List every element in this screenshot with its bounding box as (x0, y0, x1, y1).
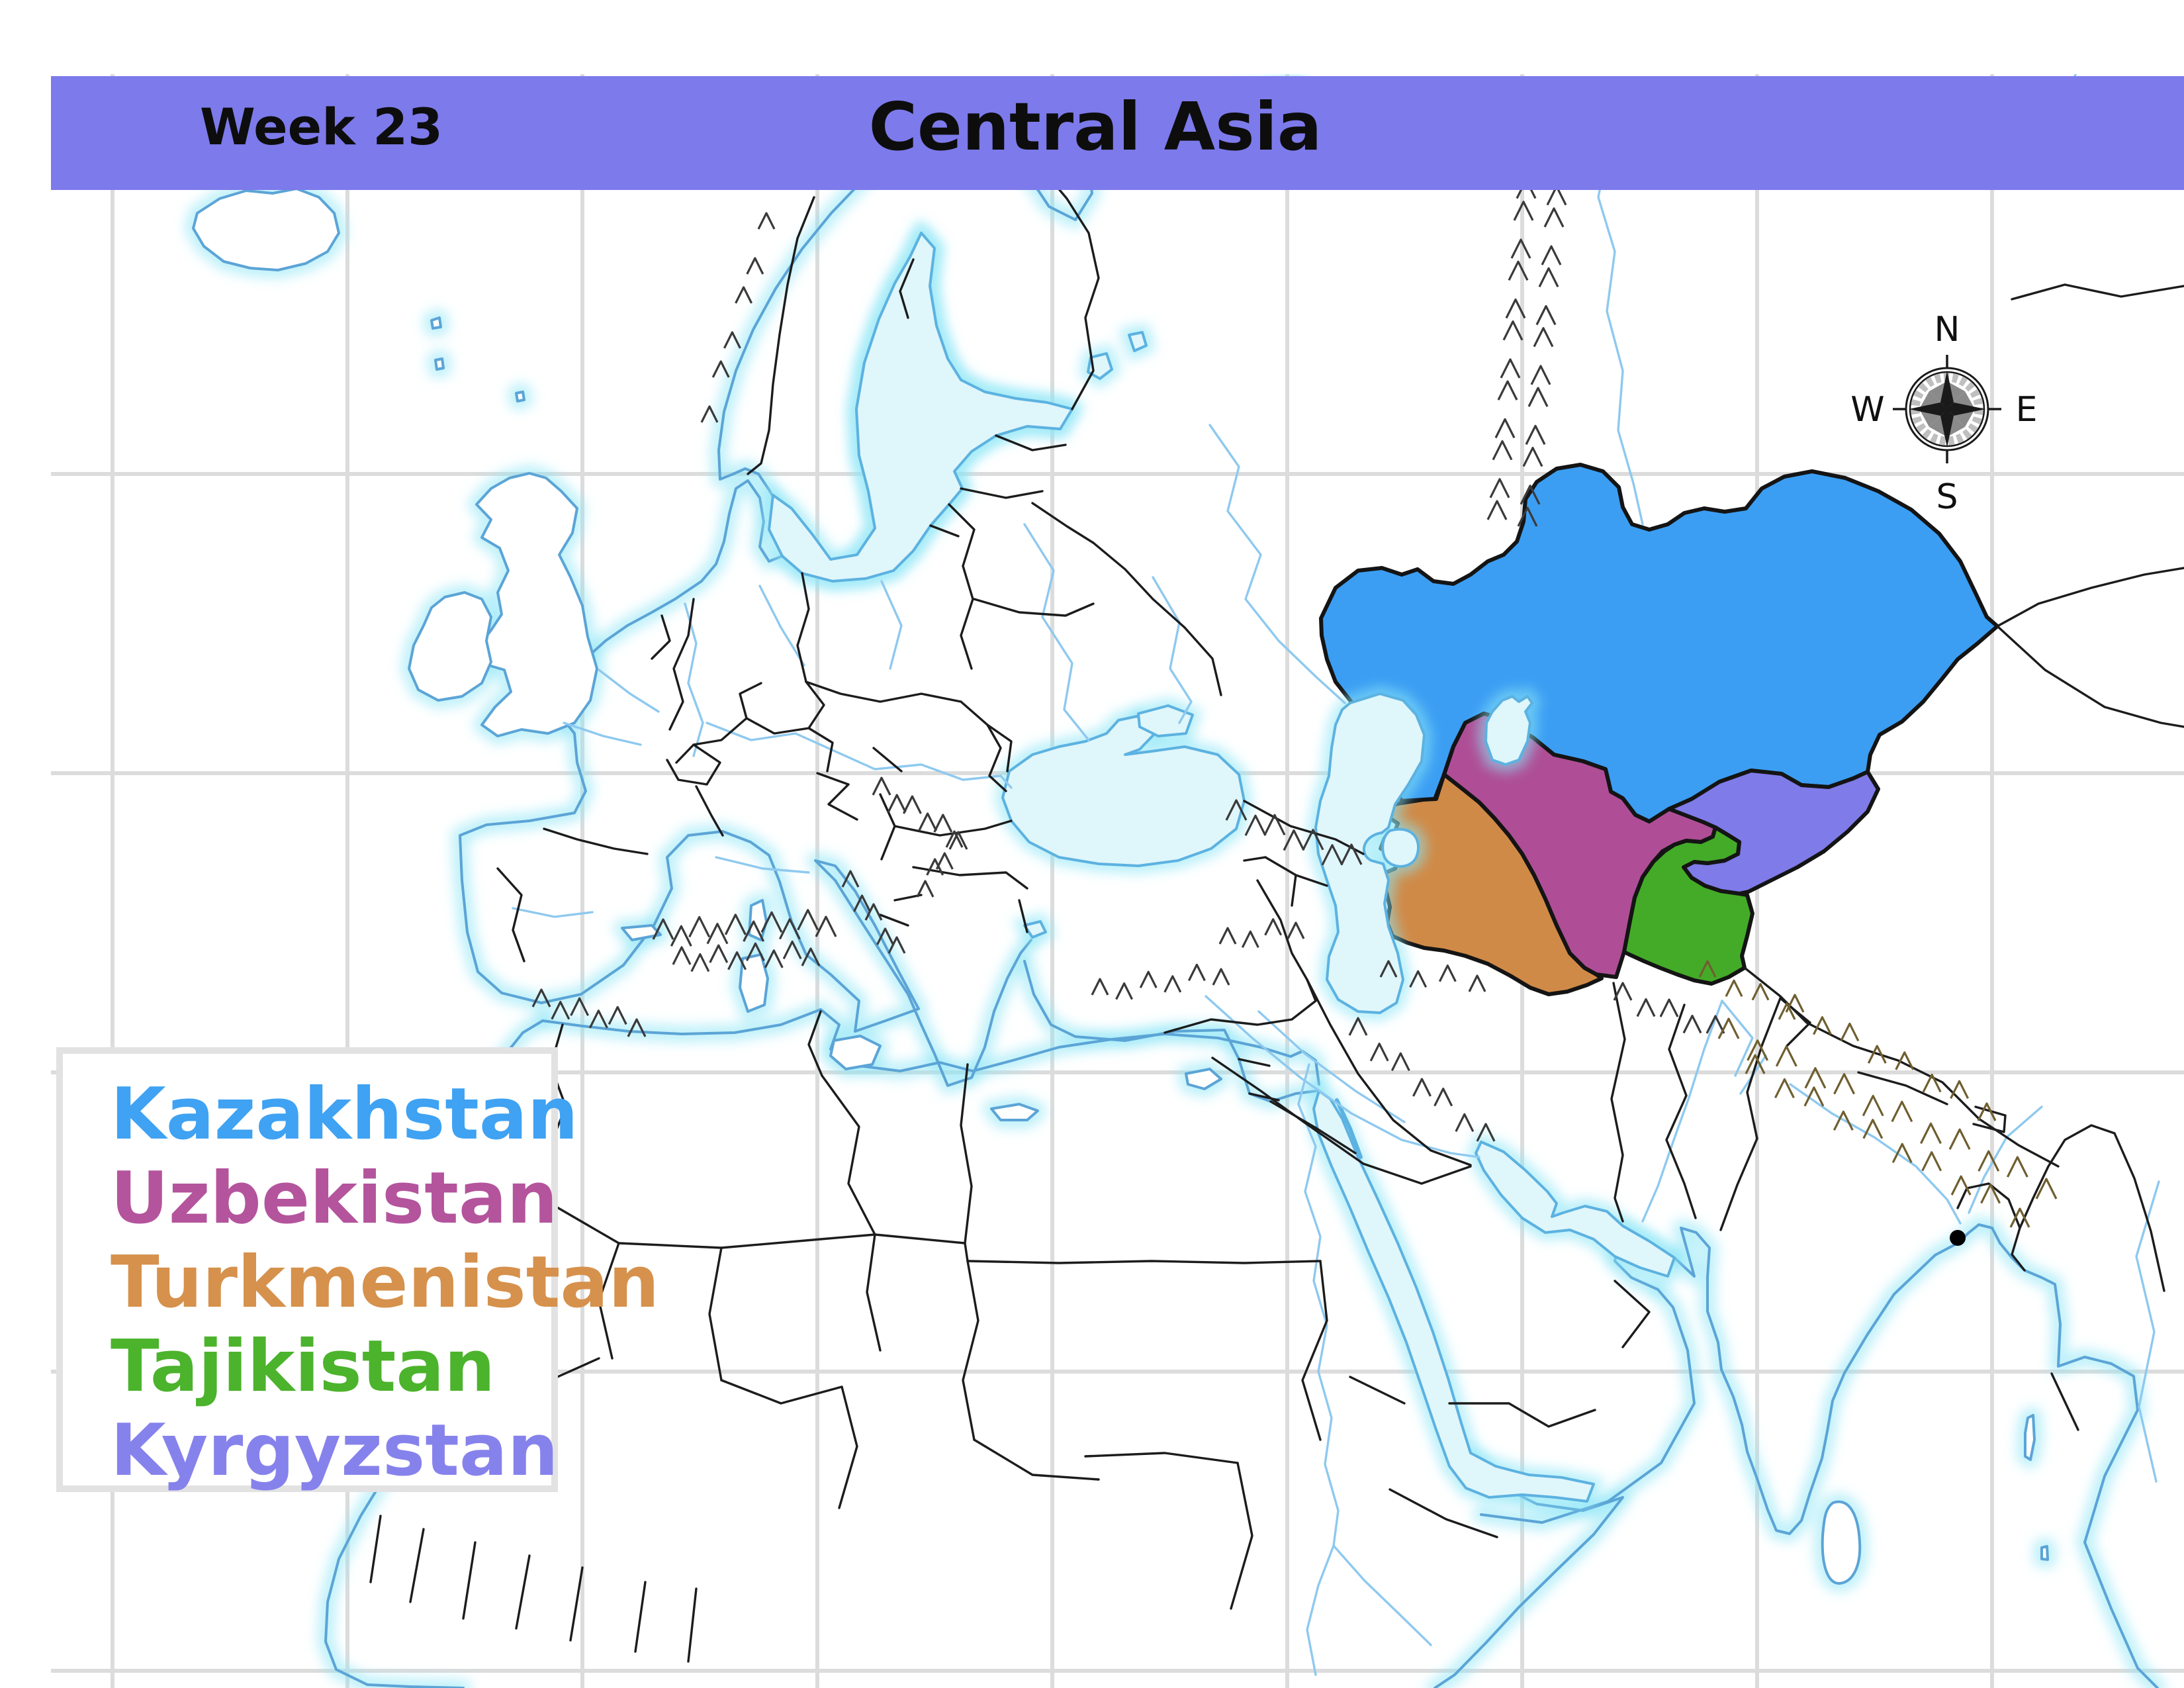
page-margin-top (0, 0, 2184, 74)
seas (768, 232, 1676, 1503)
legend-item-turkmenistan: Turkmenistan (111, 1241, 660, 1324)
legend-box: Kazakhstan Uzbekistan Turkmenistan Tajik… (56, 1047, 660, 1492)
week-label: Week 23 (200, 97, 443, 156)
compass-east-label: E (2016, 390, 2038, 430)
page-margin-left (0, 0, 51, 1688)
page-title: Central Asia (868, 88, 1322, 165)
graticule-grid (51, 74, 2184, 1688)
rivers (512, 52, 2160, 1676)
legend-item-kyrgyzstan: Kyrgyzstan (111, 1409, 559, 1492)
coastlines (192, 79, 2159, 1688)
legend-item-kazakhstan: Kazakhstan (111, 1073, 578, 1156)
city-dot-marker[interactable] (1950, 1230, 1966, 1246)
legend-item-uzbekistan: Uzbekistan (111, 1157, 558, 1240)
compass-south-label: S (1936, 477, 1958, 517)
header-bar: Week 23 Central Asia (51, 76, 2184, 190)
legend-item-tajikistan: Tajikistan (111, 1325, 496, 1408)
compass-rose-icon: N S W E (1850, 310, 2037, 517)
compass-west-label: W (1850, 390, 1884, 430)
compass-north-label: N (1934, 310, 1960, 350)
country-borders (369, 141, 2184, 1663)
country-tajikistan[interactable] (1622, 825, 1754, 986)
